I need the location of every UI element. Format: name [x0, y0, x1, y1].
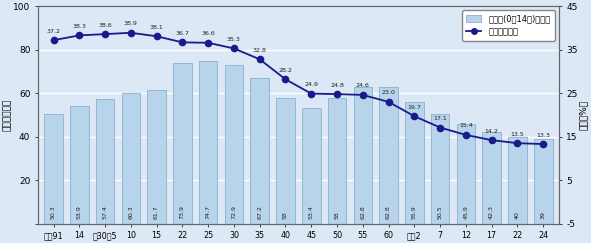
Bar [147, 89, 166, 224]
Bar [457, 124, 475, 224]
Text: 38.6: 38.6 [98, 23, 112, 27]
Text: 73.9: 73.9 [180, 205, 185, 219]
Text: 28.2: 28.2 [278, 68, 293, 73]
Bar [328, 97, 346, 224]
Y-axis label: 割合（%）: 割合（%） [579, 100, 588, 130]
Bar [251, 78, 269, 224]
Text: 50.3: 50.3 [51, 206, 56, 219]
Text: 17.1: 17.1 [433, 116, 447, 121]
Bar [302, 108, 320, 224]
Text: 37.2: 37.2 [47, 29, 60, 34]
Text: 35.3: 35.3 [227, 37, 241, 42]
Text: 36.6: 36.6 [202, 31, 215, 36]
Text: 50.5: 50.5 [437, 206, 443, 219]
Bar [482, 132, 501, 224]
Bar [70, 106, 89, 224]
Text: 62.8: 62.8 [361, 206, 365, 219]
Text: 72.9: 72.9 [232, 205, 236, 219]
Bar [122, 93, 140, 224]
Text: 23.0: 23.0 [382, 90, 395, 95]
Text: 15.4: 15.4 [459, 123, 473, 128]
Text: 42.3: 42.3 [489, 205, 494, 219]
Bar [44, 114, 63, 224]
Y-axis label: 人口（万人）: 人口（万人） [3, 99, 12, 131]
Bar [225, 65, 243, 224]
Bar [431, 114, 449, 224]
Text: 40: 40 [515, 211, 520, 219]
Text: 55.9: 55.9 [412, 206, 417, 219]
Bar [353, 87, 372, 224]
Bar [276, 97, 295, 224]
Bar [96, 99, 114, 224]
Text: 53.4: 53.4 [309, 205, 314, 219]
Text: 24.6: 24.6 [356, 83, 370, 88]
Text: 38.3: 38.3 [72, 24, 86, 29]
Text: 39: 39 [541, 211, 545, 219]
Text: 57.4: 57.4 [103, 205, 108, 219]
Text: 61.7: 61.7 [154, 206, 159, 219]
Text: 38.9: 38.9 [124, 21, 138, 26]
Text: 67.2: 67.2 [257, 205, 262, 219]
Text: 74.7: 74.7 [206, 205, 210, 219]
Text: 62.8: 62.8 [386, 206, 391, 219]
Text: 53.9: 53.9 [77, 205, 82, 219]
Bar [379, 87, 398, 224]
Bar [173, 63, 191, 224]
Bar [199, 61, 217, 224]
Text: 14.2: 14.2 [485, 129, 499, 134]
Bar [534, 139, 553, 224]
Text: 13.3: 13.3 [536, 132, 550, 138]
Text: 24.9: 24.9 [304, 82, 319, 87]
Text: 13.5: 13.5 [511, 132, 524, 137]
Legend: こども(0～14歳)の人口, こどもの割合: こども(0～14歳)の人口, こどもの割合 [462, 10, 554, 41]
Text: 58: 58 [283, 211, 288, 219]
Text: 36.7: 36.7 [176, 31, 189, 36]
Text: 45.9: 45.9 [463, 205, 469, 219]
Text: 58: 58 [335, 211, 340, 219]
Bar [508, 137, 527, 224]
Text: 24.8: 24.8 [330, 83, 344, 87]
Text: 38.1: 38.1 [150, 25, 164, 30]
Text: 19.7: 19.7 [407, 105, 421, 110]
Text: 32.8: 32.8 [253, 48, 267, 53]
Bar [405, 102, 424, 224]
Text: 60.3: 60.3 [128, 206, 134, 219]
